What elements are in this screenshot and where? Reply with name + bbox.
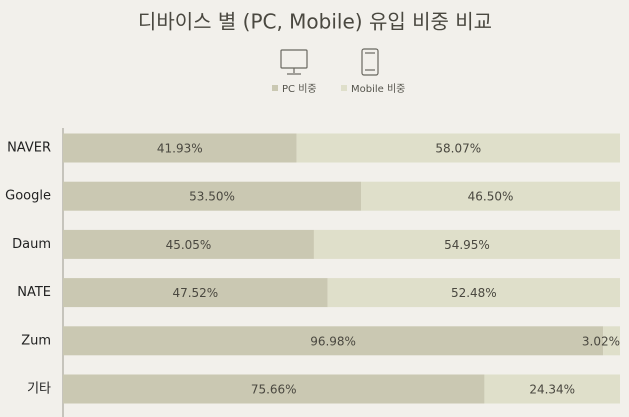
legend-swatch	[341, 85, 347, 91]
y-tick-label: Zum	[21, 333, 51, 348]
pc-icon	[280, 49, 308, 75]
value-label: 46.50%	[468, 190, 514, 204]
value-label: 41.93%	[157, 142, 203, 156]
y-tick-label: NAVER	[7, 141, 51, 156]
value-label: 47.52%	[172, 286, 218, 300]
y-tick-label: Google	[5, 189, 51, 204]
bar-segment	[63, 133, 297, 163]
y-tick-label: 기타	[27, 382, 51, 397]
value-label: 3.02%	[582, 334, 620, 348]
legend-label: PC 비중	[282, 83, 317, 95]
bar-segment	[63, 278, 328, 308]
bar-segment	[360, 181, 620, 211]
mobile-icon	[361, 48, 379, 76]
bar-segment	[313, 229, 620, 259]
bar-segment	[63, 181, 361, 211]
value-label: 24.34%	[529, 383, 575, 397]
value-label: 53.50%	[189, 190, 235, 204]
bar-segment	[484, 374, 620, 404]
value-label: 58.07%	[435, 142, 481, 156]
bar-segment	[63, 229, 314, 259]
value-label: 52.48%	[451, 286, 497, 300]
bar-segment	[603, 326, 620, 356]
bar-segment	[327, 278, 620, 308]
y-tick-label: NATE	[17, 285, 51, 300]
value-label: 96.98%	[310, 334, 356, 348]
bar-segment	[296, 133, 620, 163]
chart-title: 디바이스 별 (PC, Mobile) 유입 비중 비교	[138, 10, 492, 34]
legend-swatch	[272, 85, 278, 91]
legend-label: Mobile 비중	[351, 83, 405, 95]
y-tick-label: Daum	[12, 237, 51, 252]
value-label: 75.66%	[251, 383, 297, 397]
bar-segment	[63, 374, 485, 404]
value-label: 54.95%	[444, 238, 490, 252]
bar-segment	[63, 326, 604, 356]
value-label: 45.05%	[166, 238, 212, 252]
